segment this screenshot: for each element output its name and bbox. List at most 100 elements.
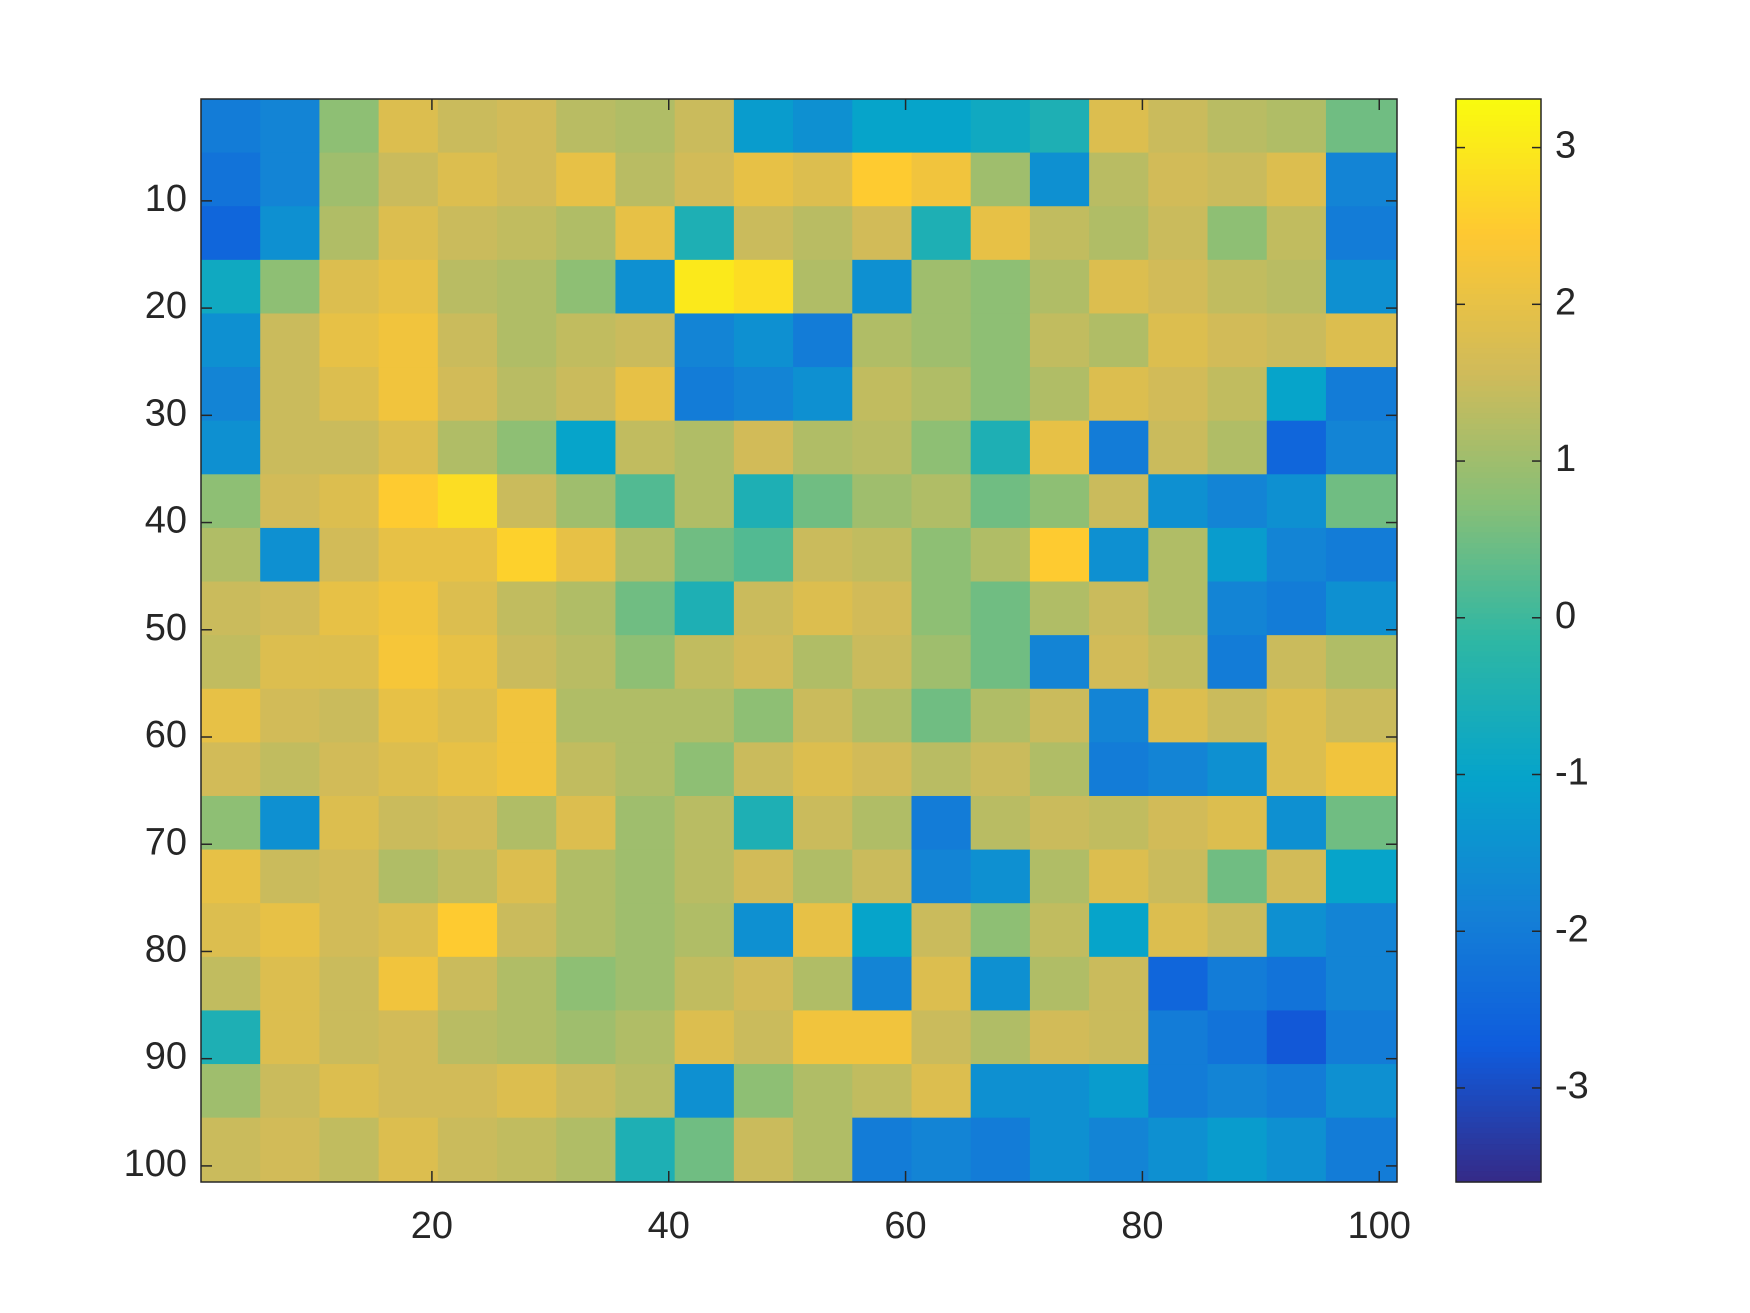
colorbar-swatch <box>1456 136 1541 143</box>
colorbar-swatch <box>1456 196 1541 203</box>
heatmap-cell <box>319 367 380 422</box>
heatmap-cell <box>497 956 557 1011</box>
heatmap-cell <box>911 527 972 583</box>
heatmap-cell <box>1148 206 1209 261</box>
colorbar-swatch <box>1456 201 1541 208</box>
heatmap-cell <box>970 367 1031 422</box>
heatmap-cell <box>674 527 735 583</box>
colorbar-swatch <box>1456 510 1541 517</box>
colorbar-swatch <box>1456 293 1541 300</box>
heatmap-cell <box>437 152 498 207</box>
heatmap-cell <box>793 903 853 958</box>
heatmap-cell <box>970 1010 1031 1065</box>
heatmap-cell <box>1089 99 1149 154</box>
heatmap-cell <box>1266 581 1327 636</box>
colorbar-swatch <box>1456 385 1541 393</box>
heatmap-cell <box>556 99 616 154</box>
heatmap-cell <box>260 688 320 743</box>
colorbar-swatch <box>1456 922 1541 929</box>
heatmap-cell <box>201 152 261 207</box>
colorbar-swatch <box>1456 450 1541 457</box>
colorbar-swatch <box>1456 900 1541 907</box>
heatmap-cell <box>615 420 676 475</box>
colorbar-swatch <box>1456 120 1541 127</box>
heatmap-cell <box>378 1117 439 1183</box>
heatmap-cell <box>970 688 1031 743</box>
colorbar-swatch <box>1456 272 1541 279</box>
heatmap-cell <box>378 420 439 475</box>
colorbar-swatch <box>1456 505 1541 512</box>
colorbar-frame <box>1455 98 1542 1183</box>
colorbar-swatch <box>1456 721 1541 728</box>
heatmap-cell <box>911 206 972 261</box>
colorbar-swatch <box>1456 1171 1541 1178</box>
heatmap-cell <box>1029 206 1090 261</box>
colorbar-swatch <box>1456 169 1541 176</box>
heatmap-cell <box>1266 313 1327 368</box>
colorbar-swatch <box>1456 1106 1541 1113</box>
heatmap-cell <box>852 152 912 207</box>
heatmap-cell <box>733 903 794 958</box>
colorbar-swatch <box>1456 987 1541 994</box>
heatmap-cell <box>260 795 320 851</box>
colorbar-swatch <box>1456 440 1541 447</box>
heatmap-cell <box>1148 152 1209 207</box>
colorbar-swatch <box>1456 553 1541 560</box>
heatmap-cell <box>201 581 261 636</box>
heatmap-cell <box>1148 527 1209 583</box>
heatmap-cell <box>852 903 912 958</box>
heatmap-cell <box>1089 527 1149 583</box>
heatmap-cell <box>674 420 735 475</box>
colorbar-swatch <box>1456 689 1541 696</box>
colorbar-swatch <box>1456 1144 1541 1151</box>
colorbar-swatch <box>1456 228 1541 235</box>
heatmap-cell <box>852 1064 912 1119</box>
heatmap-cell <box>437 1064 498 1119</box>
colorbar-swatch <box>1456 472 1541 479</box>
heatmap-cell <box>852 956 912 1011</box>
colorbar-swatch <box>1456 185 1541 192</box>
heatmap-cell <box>852 1117 912 1183</box>
colorbar-swatch <box>1456 586 1541 593</box>
heatmap-cell <box>260 259 320 314</box>
colorbar-swatch <box>1456 932 1541 939</box>
heatmap-cell <box>556 849 616 904</box>
heatmap-cell <box>1207 474 1268 529</box>
heatmap-cell <box>1089 1117 1149 1183</box>
heatmap-cell <box>437 795 498 851</box>
heatmap-cell <box>1089 313 1149 368</box>
heatmap-cell <box>319 1064 380 1119</box>
colorbar-swatch <box>1456 109 1541 116</box>
heatmap-cell <box>852 367 912 422</box>
colorbar-swatch <box>1456 830 1541 837</box>
heatmap-cell <box>260 99 320 154</box>
heatmap-cell <box>260 903 320 958</box>
y-tick-label: 100 <box>124 1143 187 1185</box>
heatmap-cell <box>793 367 853 422</box>
heatmap-cell <box>319 420 380 475</box>
colorbar-swatch <box>1456 656 1541 663</box>
heatmap-cell <box>674 99 735 154</box>
heatmap-cell <box>497 635 557 690</box>
heatmap-cell <box>733 1010 794 1065</box>
heatmap-cell <box>1207 313 1268 368</box>
heatmap-cell <box>970 1117 1031 1183</box>
colorbar-swatch <box>1456 131 1541 138</box>
heatmap-cell <box>911 420 972 475</box>
heatmap-cell <box>1148 849 1209 904</box>
heatmap-cell <box>201 742 261 797</box>
colorbar-swatch <box>1456 218 1541 225</box>
colorbar-swatch <box>1456 1068 1541 1075</box>
heatmap-cell <box>970 259 1031 314</box>
colorbar-swatch <box>1456 1035 1541 1042</box>
heatmap-cell <box>1325 1010 1398 1065</box>
heatmap-cell <box>1325 903 1398 958</box>
colorbar-tick-label: 1 <box>1555 438 1576 480</box>
heatmap-cell <box>1207 635 1268 690</box>
colorbar-swatch <box>1456 321 1541 328</box>
colorbar-swatch <box>1456 976 1541 983</box>
heatmap-cell <box>201 259 261 314</box>
heatmap-cell <box>1207 420 1268 475</box>
colorbar-swatch <box>1456 840 1541 847</box>
heatmap-cell <box>260 1117 320 1183</box>
